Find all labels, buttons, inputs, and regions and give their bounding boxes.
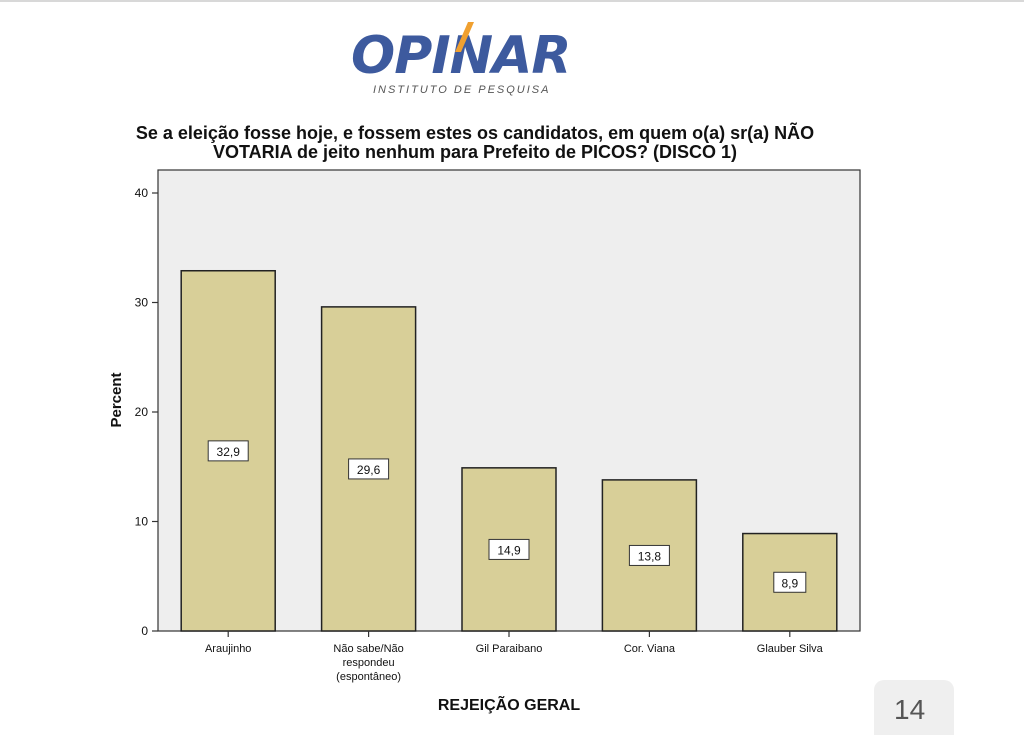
y-tick-label: 10 (135, 515, 149, 529)
y-tick-label: 0 (141, 624, 148, 638)
y-tick-label: 30 (135, 296, 149, 310)
opinar-logo: OPINAR INSTITUTO DE PESQUISA (345, 22, 585, 102)
data-label-box (628, 544, 670, 566)
x-tick-label: Glauber Silva (757, 643, 824, 655)
data-label-box (773, 571, 807, 593)
y-tick-label: 40 (135, 186, 149, 200)
data-label: 32,9 (217, 445, 241, 459)
chart-title-line-2: VOTARIA de jeito nenhum para Prefeito de… (212, 142, 738, 162)
page-number-badge (874, 680, 954, 735)
x-tick-label: (espontâneo) (336, 671, 401, 683)
y-tick-label: 20 (135, 405, 149, 419)
data-label: 14,9 (497, 543, 521, 557)
x-tick-label: respondeu (343, 657, 395, 669)
x-tick-label: Gil Paraibano (476, 643, 543, 655)
x-tick-label: Araujinho (205, 643, 251, 655)
data-label-box (348, 458, 390, 480)
logo-accent-mark (455, 22, 474, 52)
data-label: 8,9 (781, 576, 798, 590)
data-label-box (488, 538, 530, 560)
x-tick-label: Cor. Viana (624, 643, 676, 655)
data-label-box (207, 440, 249, 462)
x-tick-label: Não sabe/Não (333, 643, 403, 655)
chart-title: Se a eleição fosse hoje, e fossem estes … (90, 124, 860, 162)
y-axis-label: Percent (108, 372, 125, 427)
top-divider (0, 0, 1024, 2)
logo-tagline: INSTITUTO DE PESQUISA (373, 84, 551, 96)
data-label: 29,6 (357, 463, 381, 477)
x-axis-label: REJEIÇÃO GERAL (438, 694, 580, 714)
page-number: 14 (894, 694, 926, 725)
logo-wordmark: OPINAR (351, 26, 571, 86)
chart-title-line-1: Se a eleição fosse hoje, e fossem estes … (135, 123, 815, 143)
data-label: 13,8 (638, 549, 662, 563)
